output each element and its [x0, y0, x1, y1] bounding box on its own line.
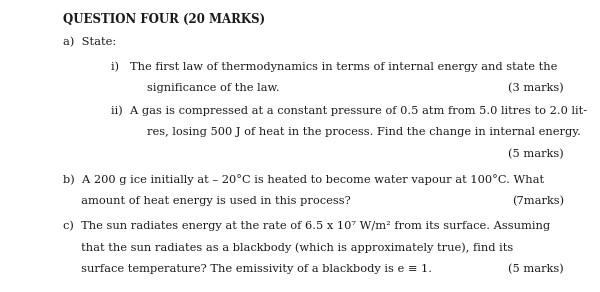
Text: c)  The sun radiates energy at the rate of 6.5 x 10⁷ W/m² from its surface. Assu: c) The sun radiates energy at the rate o… — [63, 220, 550, 231]
Text: a)  State:: a) State: — [63, 36, 116, 47]
Text: (7marks): (7marks) — [512, 196, 564, 206]
Text: amount of heat energy is used in this process?: amount of heat energy is used in this pr… — [63, 196, 351, 206]
Text: (5 marks): (5 marks) — [508, 149, 564, 159]
Text: that the sun radiates as a blackbody (which is approximately true), find its: that the sun radiates as a blackbody (wh… — [63, 242, 513, 253]
Text: significance of the law.: significance of the law. — [147, 83, 280, 93]
Text: surface temperature? The emissivity of a blackbody is e ≡ 1.: surface temperature? The emissivity of a… — [63, 264, 432, 274]
Text: ii)  A gas is compressed at a constant pressure of 0.5 atm from 5.0 litres to 2.: ii) A gas is compressed at a constant pr… — [111, 105, 587, 116]
Text: i)   The first law of thermodynamics in terms of internal energy and state the: i) The first law of thermodynamics in te… — [111, 61, 557, 72]
Text: (5 marks): (5 marks) — [508, 264, 564, 274]
Text: QUESTION FOUR (20 MARKS): QUESTION FOUR (20 MARKS) — [63, 13, 265, 26]
Text: b)  A 200 g ice initially at – 20°C is heated to become water vapour at 100°C. W: b) A 200 g ice initially at – 20°C is he… — [63, 174, 544, 185]
Text: res, losing 500 J of heat in the process. Find the change in internal energy.: res, losing 500 J of heat in the process… — [147, 127, 581, 137]
Text: (3 marks): (3 marks) — [508, 83, 564, 93]
